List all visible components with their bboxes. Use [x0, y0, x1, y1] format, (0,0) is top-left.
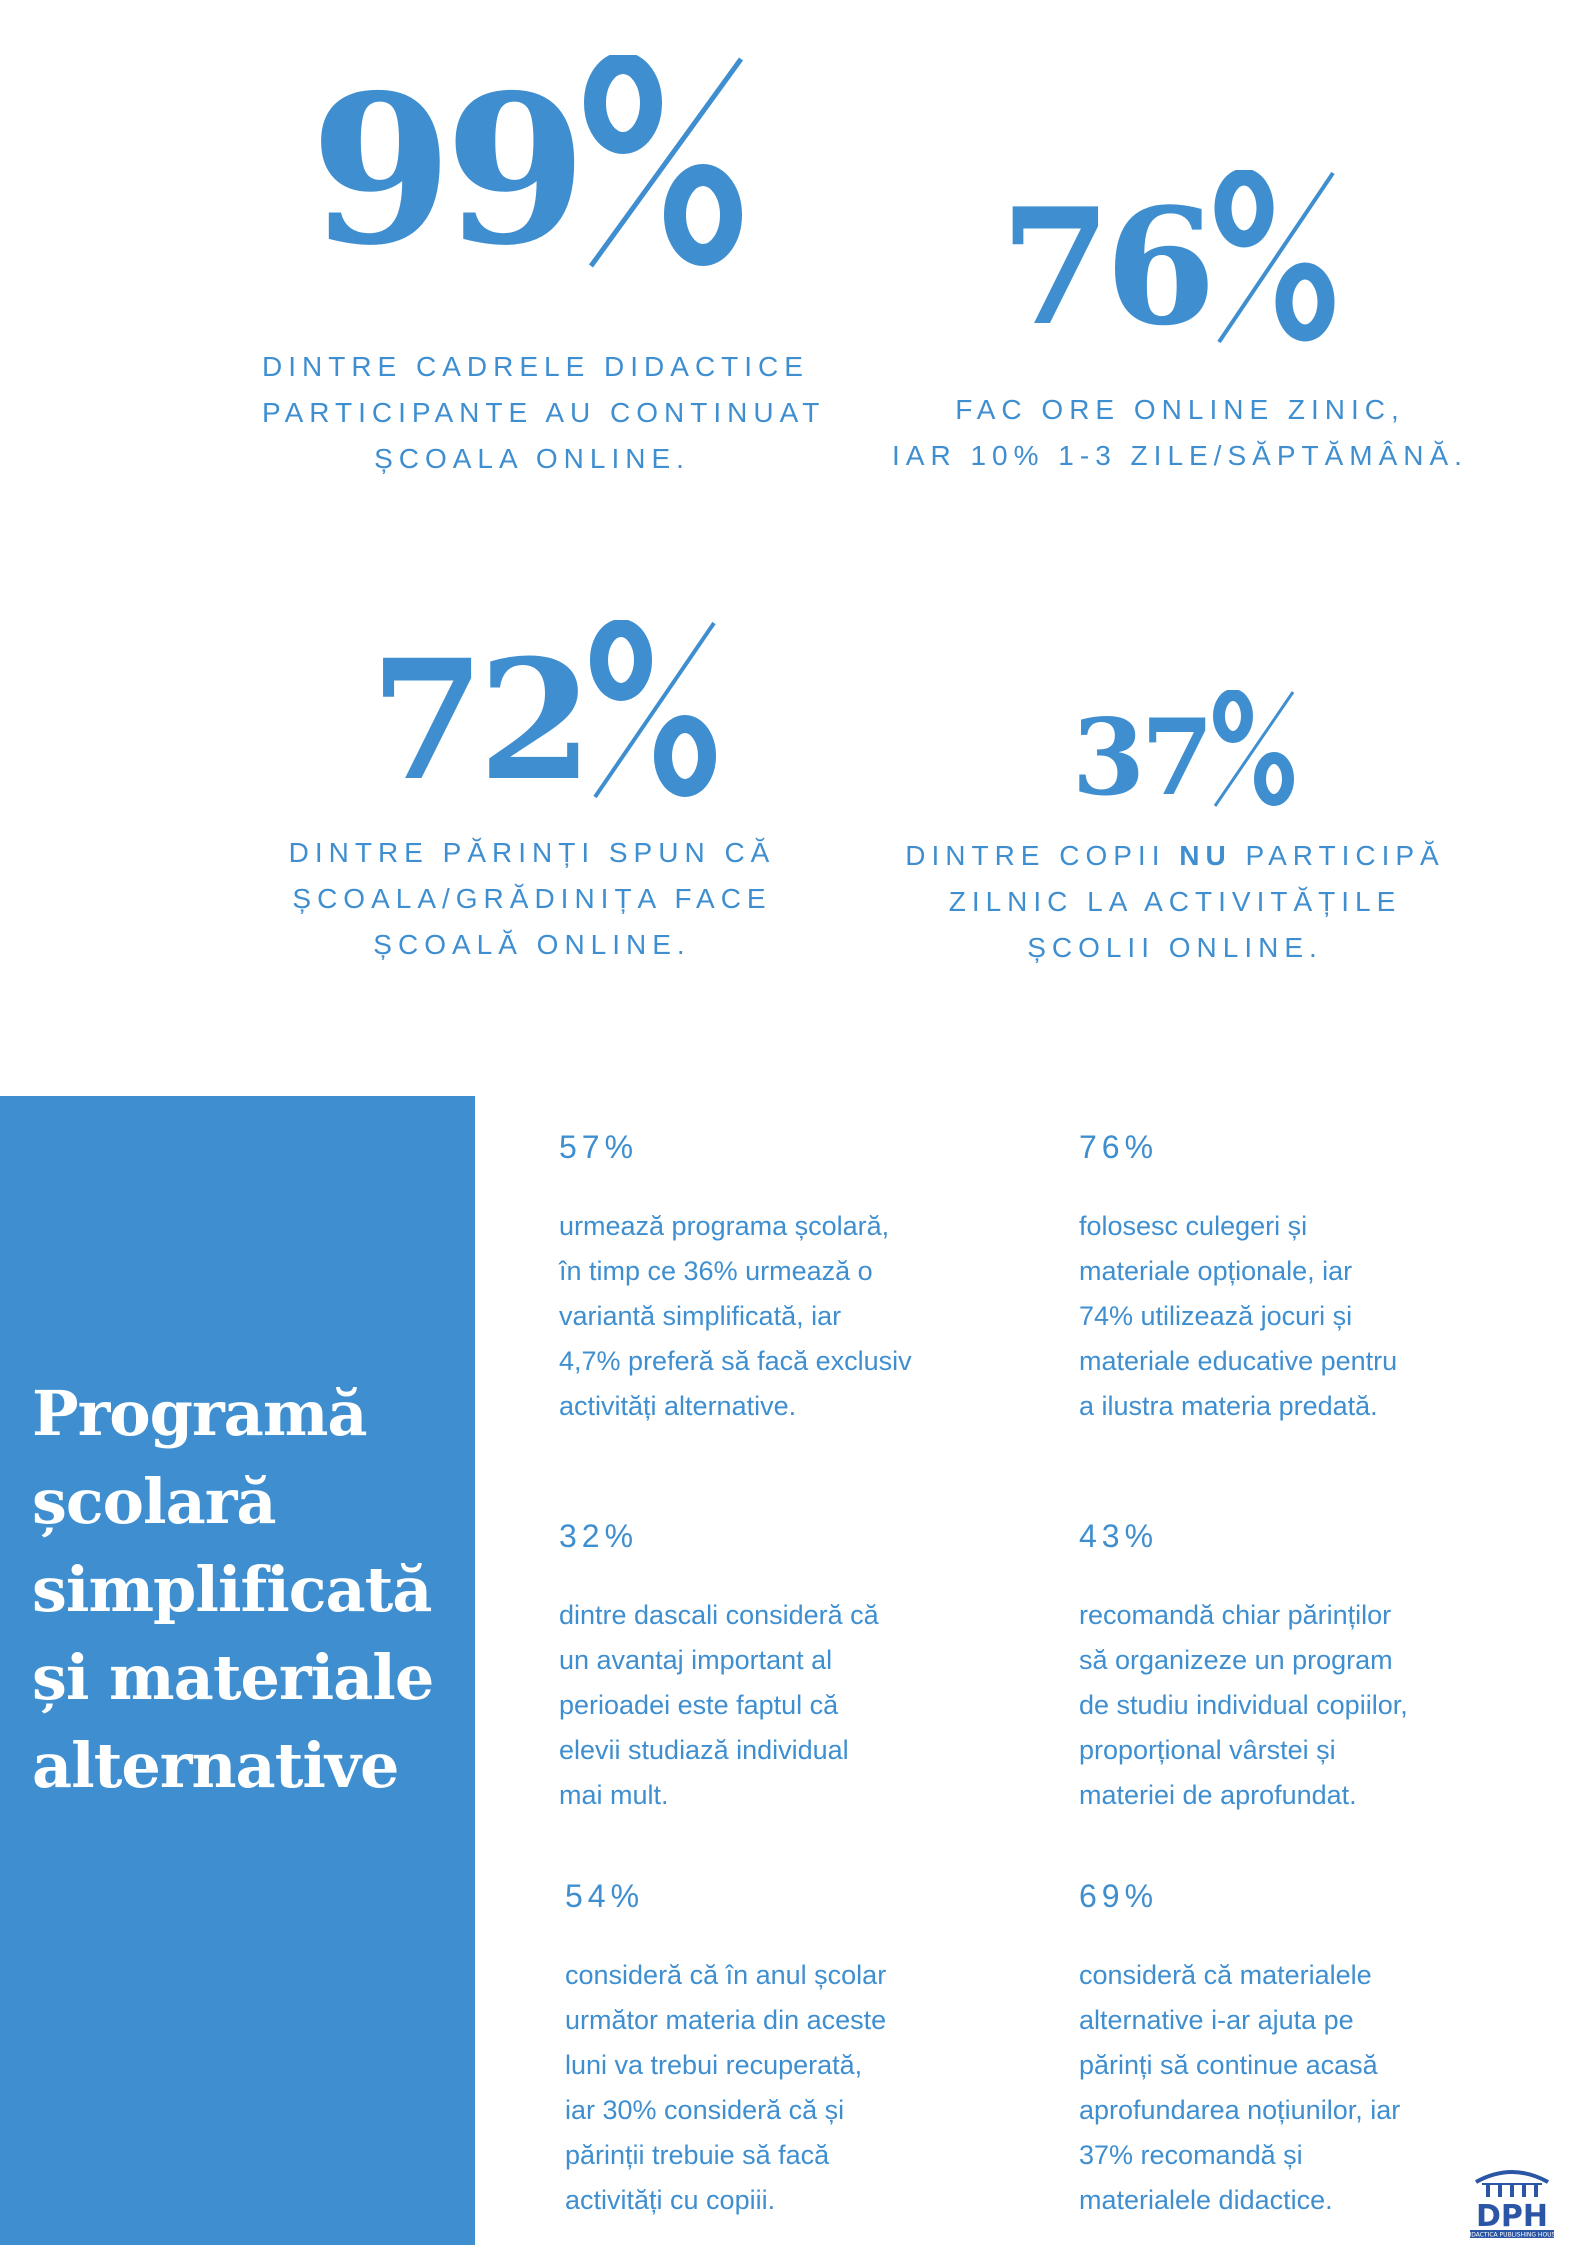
detail-percentage: 32% [559, 1518, 639, 1554]
detail-line: materiei de aprofundat. [1079, 1780, 1357, 1810]
detail-line: proporțional vârstei și [1079, 1735, 1336, 1765]
stat-number: 99 [310, 51, 587, 291]
svg-text:DPH: DPH [1476, 2199, 1548, 2234]
caption-emphasis: NU [1179, 840, 1232, 871]
detail-percentage: 69% [1079, 1878, 1159, 1914]
detail-line: luni va trebui recuperată, [565, 2050, 863, 2080]
detail-line: materialele didactice. [1079, 2185, 1333, 2215]
detail-line: materiale educative pentru [1079, 1346, 1398, 1376]
detail-line: consideră că materialele [1079, 1960, 1372, 1990]
caption-line: FAC ORE ONLINE ZINIC, [955, 394, 1405, 425]
percent-sign-icon [1214, 170, 1335, 344]
sidebar-panel [0, 1096, 475, 2245]
stat-99: 99 [310, 55, 746, 274]
stat-37: 37 [1072, 690, 1296, 810]
detail-line: să organizeze un program [1079, 1645, 1393, 1675]
caption-line: DINTRE PĂRINȚI SPUN CĂ [288, 837, 776, 868]
detail-line: următor materia din aceste [565, 2005, 887, 2035]
caption-line: ȘCOALĂ ONLINE. [373, 929, 691, 960]
caption-line: PARTICIPANTE AU CONTINUAT [262, 397, 826, 428]
detail-line: părinții trebuie să facă [565, 2140, 830, 2170]
percent-sign-icon [1212, 690, 1294, 807]
detail-line: mai mult. [559, 1780, 669, 1810]
caption-line: ȘCOALA ONLINE. [374, 443, 690, 474]
detail-description: consideră că în anul școlar următor mate… [565, 1953, 965, 2223]
detail-line: 37% recomandă și [1079, 2140, 1303, 2170]
detail-line: un avantaj important al [559, 1645, 833, 1675]
detail-line: activități alternative. [559, 1391, 797, 1421]
stat-76: 76 [1000, 170, 1337, 347]
detail-line: activități cu copiii. [565, 2185, 776, 2215]
caption-line: ȘCOALA/GRĂDINIȚA FACE [292, 883, 772, 914]
detail-line: consideră că în anul școlar [565, 1960, 887, 1990]
detail-description: urmează programa școlară, în timp ce 36%… [559, 1204, 959, 1429]
percent-sign-icon [590, 620, 717, 799]
sidebar-title-line: și materiale [32, 1641, 434, 1714]
detail-percentage: 57% [559, 1129, 639, 1165]
caption-line: ZILNIC LA ACTIVITĂȚILE [948, 886, 1402, 917]
caption-line: DINTRE CADRELE DIDACTICE [262, 351, 809, 382]
stat-number: 37 [1072, 695, 1214, 819]
detail-line: aprofundarea noțiunilor, iar [1079, 2095, 1401, 2125]
sidebar-title-line: alternative [32, 1729, 399, 1802]
detail-percentage: 76% [1079, 1129, 1159, 1165]
stat-37-caption: DINTRE COPII NU PARTICIPĂ ZILNIC LA ACTI… [880, 833, 1470, 971]
caption-line: DINTRE COPII NU PARTICIPĂ [880, 833, 1470, 879]
stat-number: 76 [1000, 173, 1216, 361]
detail-percentage: 54% [565, 1878, 645, 1914]
percent-sign-icon [583, 55, 743, 268]
sidebar-title-line: simplificată [32, 1553, 432, 1626]
detail-line: folosesc culegeri și [1079, 1211, 1308, 1241]
detail-line: urmează programa școlară, [559, 1211, 890, 1241]
caption-line: ȘCOLII ONLINE. [1027, 932, 1323, 963]
detail-line: 4,7% preferă să facă exclusiv [559, 1346, 912, 1376]
detail-description: consideră că materialele alternative i-a… [1079, 1953, 1479, 2223]
detail-description: dintre dascali consideră că un avantaj i… [559, 1593, 959, 1818]
sidebar-title-line: Programă [32, 1377, 368, 1450]
detail-line: alternative i-ar ajuta pe [1079, 2005, 1354, 2035]
detail-line: variantă simplificată, iar [559, 1301, 842, 1331]
detail-line: elevii studiază individual [559, 1735, 849, 1765]
detail-description: recomandă chiar părinților să organizeze… [1079, 1593, 1479, 1818]
detail-description: folosesc culegeri și materiale opționale… [1079, 1204, 1479, 1429]
stat-72: 72 [370, 620, 718, 803]
detail-line: materiale opționale, iar [1079, 1256, 1353, 1286]
caption-line: IAR 10% 1-3 ZILE/SĂPTĂMÂNĂ. [892, 440, 1468, 471]
detail-line: a ilustra materia predată. [1079, 1391, 1378, 1421]
svg-text:DIDACTICA PUBLISHING HOUSE: DIDACTICA PUBLISHING HOUSE [1465, 2232, 1560, 2239]
detail-percentage: 43% [1079, 1518, 1159, 1554]
detail-line: iar 30% consideră că și [565, 2095, 845, 2125]
stat-99-caption: DINTRE CADRELE DIDACTICE PARTICIPANTE AU… [262, 344, 826, 482]
stat-72-caption: DINTRE PĂRINȚI SPUN CĂ ȘCOALA/GRĂDINIȚA … [262, 830, 802, 968]
caption-prefix: DINTRE COPII [905, 840, 1166, 871]
stat-number: 72 [370, 623, 593, 817]
detail-line: de studiu individual copiilor, [1079, 1690, 1408, 1720]
stat-76-caption: FAC ORE ONLINE ZINIC, IAR 10% 1-3 ZILE/S… [870, 387, 1490, 479]
detail-line: părinți să continue acasă [1079, 2050, 1378, 2080]
caption-suffix: PARTICIPĂ [1245, 840, 1445, 871]
detail-line: perioadei este faptul că [559, 1690, 839, 1720]
sidebar-title-line: școlară [32, 1465, 277, 1538]
detail-line: dintre dascali consideră că [559, 1600, 879, 1630]
detail-line: în timp ce 36% urmează o [559, 1256, 873, 1286]
detail-line: 74% utilizează jocuri și [1079, 1301, 1353, 1331]
detail-line: recomandă chiar părinților [1079, 1600, 1392, 1630]
dph-logo-icon: DPH DIDACTICA PUBLISHING HOUSE [1465, 2170, 1560, 2239]
sidebar-title: Programă școlară simplificată și materia… [32, 1370, 452, 1810]
